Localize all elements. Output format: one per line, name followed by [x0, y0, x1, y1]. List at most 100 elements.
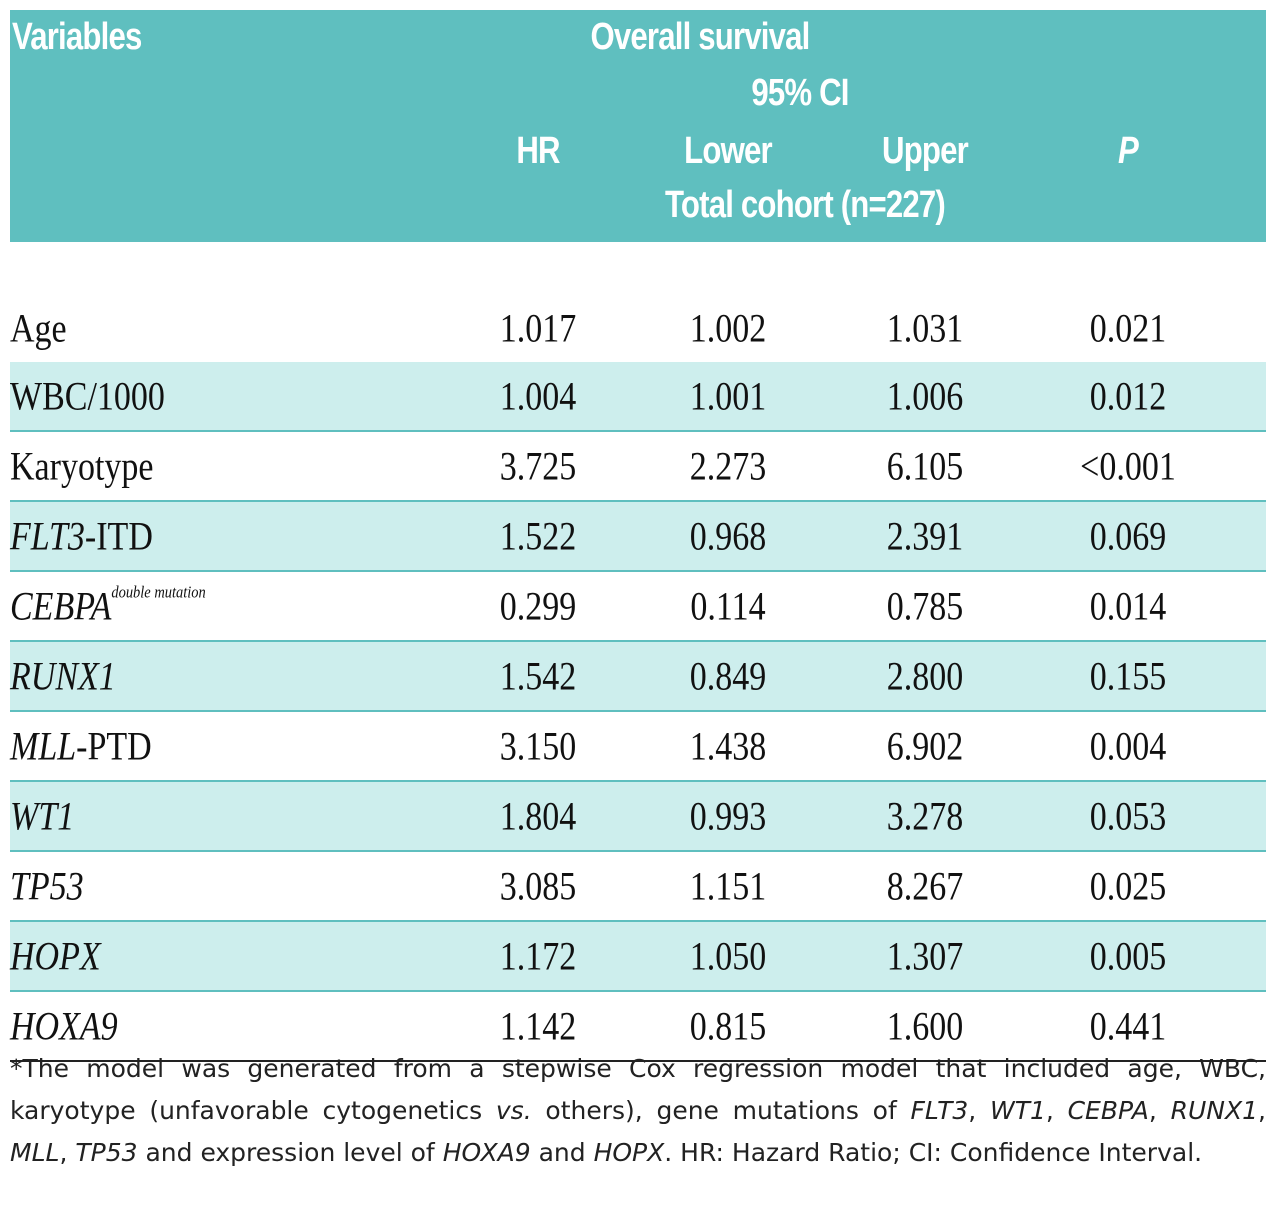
footnote-gene: FLT3	[910, 1096, 969, 1125]
variable-name: WT1	[10, 793, 75, 839]
row-variable: WT1	[10, 793, 74, 840]
table-body: Age 1.017 1.002 1.031 0.021 WBC/1000 1.004 1.00…	[10, 294, 1266, 1062]
footnote-gene: RUNX1	[1170, 1096, 1259, 1125]
variable-name: MLL	[10, 723, 77, 769]
row-variable: MLL-PTD	[10, 723, 152, 770]
survival-table: Variables Overall survival 95% CI HR Low…	[10, 10, 1266, 1062]
row-variable: FLT3-ITD	[10, 513, 153, 560]
header-variables: Variables	[12, 16, 142, 58]
cell-p: <0.001	[1080, 443, 1176, 489]
cell-hr: 1.542	[499, 653, 577, 699]
cell-p: 0.155	[1089, 653, 1167, 699]
variable-suffix: -PTD	[76, 723, 152, 769]
footnote-gene: CEBPA	[1067, 1096, 1149, 1125]
cell-p: 0.012	[1089, 373, 1167, 419]
footnote-gene: HOXA9	[442, 1138, 531, 1167]
cell-upper: 1.600	[886, 1003, 964, 1049]
table-row: WT1 1.804 0.993 3.278 0.053	[10, 782, 1266, 852]
cell-lower: 0.968	[689, 513, 767, 559]
cell-upper: 1.307	[886, 933, 964, 979]
cell-upper: 1.031	[886, 305, 964, 351]
cell-hr: 1.172	[499, 933, 577, 979]
cell-hr: 3.085	[499, 863, 577, 909]
header-cohort: Total cohort (n=227)	[665, 184, 946, 226]
cell-hr: 1.804	[499, 793, 577, 839]
footnote-gene: MLL	[10, 1138, 60, 1167]
table-row: Age 1.017 1.002 1.031 0.021	[10, 294, 1266, 362]
header-upper: Upper	[882, 130, 969, 172]
row-variable: TP53	[10, 863, 84, 910]
footnote-text: ,	[1148, 1096, 1171, 1125]
row-variable: WBC/1000	[10, 373, 165, 420]
cell-p: 0.053	[1089, 793, 1167, 839]
footnote-text: ,	[968, 1096, 990, 1125]
cell-lower: 0.849	[689, 653, 767, 699]
cell-upper: 2.391	[886, 513, 964, 559]
footnote-gene: TP53	[75, 1138, 138, 1167]
variable-name: Karyotype	[10, 443, 154, 489]
cell-hr: 1.017	[499, 305, 577, 351]
footnote-gene: WT1	[989, 1096, 1046, 1125]
footnote-text: ,	[1258, 1096, 1266, 1125]
header-hr: HR	[516, 130, 560, 172]
cell-lower: 1.001	[689, 373, 767, 419]
header-lower: Lower	[684, 130, 772, 172]
variable-name: HOPX	[10, 933, 101, 979]
table-row: WBC/1000 1.004 1.001 1.006 0.012	[10, 362, 1266, 432]
table-row: TP53 3.085 1.151 8.267 0.025	[10, 852, 1266, 922]
cell-hr: 1.142	[499, 1003, 577, 1049]
variable-superscript: double mutation	[111, 582, 206, 602]
cell-upper: 3.278	[886, 793, 964, 839]
footnote-vs: vs.	[495, 1096, 532, 1125]
variable-name: TP53	[10, 863, 84, 909]
cell-hr: 0.299	[499, 583, 577, 629]
row-variable: CEBPAdouble mutation	[10, 583, 206, 630]
table-header: Variables Overall survival 95% CI HR Low…	[10, 10, 1266, 242]
variable-name: RUNX1	[10, 653, 116, 699]
row-variable: HOXA9	[10, 1003, 118, 1050]
cell-p: 0.004	[1089, 723, 1167, 769]
table-row: RUNX1 1.542 0.849 2.800 0.155	[10, 642, 1266, 712]
footnote-text: *The model was generated from a stepwise…	[10, 1054, 1266, 1125]
cell-upper: 0.785	[886, 583, 964, 629]
cell-hr: 3.725	[499, 443, 577, 489]
footnote-gene: HOPX	[593, 1138, 665, 1167]
variable-suffix: -ITD	[84, 513, 153, 559]
row-variable: Karyotype	[10, 443, 154, 490]
cell-hr: 1.004	[499, 373, 577, 419]
table-row: HOPX 1.172 1.050 1.307 0.005	[10, 922, 1266, 992]
table-row: FLT3-ITD 1.522 0.968 2.391 0.069	[10, 502, 1266, 572]
cell-lower: 0.993	[689, 793, 767, 839]
header-ci: 95% CI	[751, 72, 849, 114]
cell-upper: 1.006	[886, 373, 964, 419]
cell-p: 0.441	[1089, 1003, 1167, 1049]
cell-p: 0.069	[1089, 513, 1167, 559]
footnote-text: and expression level of	[137, 1138, 443, 1167]
variable-name: CEBPA	[10, 583, 112, 629]
cell-lower: 2.273	[689, 443, 767, 489]
row-variable: Age	[10, 305, 67, 352]
cell-p: 0.025	[1089, 863, 1167, 909]
cell-hr: 3.150	[499, 723, 577, 769]
cell-upper: 6.105	[886, 443, 964, 489]
table-row: HOXA9 1.142 0.815 1.600 0.441	[10, 992, 1266, 1062]
cell-lower: 0.815	[689, 1003, 767, 1049]
cell-lower: 1.050	[689, 933, 767, 979]
variable-name: Age	[10, 305, 67, 351]
variable-name: WBC/1000	[10, 373, 165, 419]
variable-name: FLT3	[10, 513, 85, 559]
cell-lower: 1.151	[689, 863, 767, 909]
cell-lower: 1.438	[689, 723, 767, 769]
footnote-text: and	[530, 1138, 594, 1167]
cell-upper: 2.800	[886, 653, 964, 699]
cell-p: 0.021	[1089, 305, 1167, 351]
footnote-text: ,	[59, 1138, 76, 1167]
cell-lower: 1.002	[689, 305, 767, 351]
table-row: MLL-PTD 3.150 1.438 6.902 0.004	[10, 712, 1266, 782]
footnote-text: . HR: Hazard Ratio; CI: Confidence Inter…	[664, 1138, 1203, 1167]
footnote-text: ,	[1045, 1096, 1068, 1125]
row-variable: HOPX	[10, 933, 101, 980]
table-row: Karyotype 3.725 2.273 6.105 <0.001	[10, 432, 1266, 502]
cell-upper: 8.267	[886, 863, 964, 909]
table-footnote: *The model was generated from a stepwise…	[10, 1048, 1266, 1174]
